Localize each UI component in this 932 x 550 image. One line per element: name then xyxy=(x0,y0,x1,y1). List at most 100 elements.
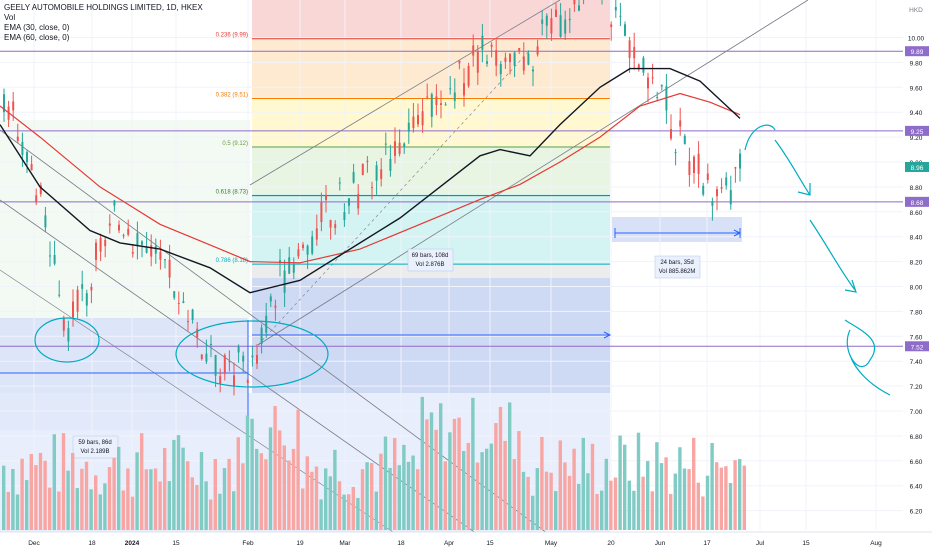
candle-body xyxy=(407,122,410,132)
candle-body xyxy=(518,47,521,51)
fib-label: 0.236 (9.99) xyxy=(216,33,248,39)
candle-body xyxy=(550,18,553,34)
volume-bar xyxy=(29,453,33,530)
volume-bar xyxy=(356,497,360,530)
candle-body xyxy=(693,156,695,173)
legend-ema30[interactable]: EMA (30, close, 0) xyxy=(4,23,70,32)
volume-bar xyxy=(190,477,194,530)
volume-bar xyxy=(526,476,530,530)
legend-symbol[interactable]: GEELY AUTOMOBILE HOLDINGS LIMITED, 1D, H… xyxy=(4,3,203,12)
candle-body xyxy=(559,15,562,37)
volume-bar xyxy=(498,406,503,530)
candle-body xyxy=(490,44,493,47)
candle-body xyxy=(182,301,185,303)
candle-body xyxy=(67,328,70,342)
volume-bar xyxy=(581,437,585,530)
candle-body xyxy=(159,251,162,260)
volume-bar xyxy=(144,469,148,530)
candle-body xyxy=(357,194,360,209)
volume-bar xyxy=(715,462,719,530)
x-tick-label: 2024 xyxy=(125,540,140,547)
legend-vol[interactable]: Vol xyxy=(4,13,16,22)
drawn-arrow xyxy=(774,139,811,196)
y-tick-label: 8.00 xyxy=(910,285,923,292)
x-axis: Dec 18 2024 15 Feb 19 Mar 18 Apr 15 May 20 Jun 17 Jul 1… xyxy=(0,531,932,550)
volume-bar xyxy=(462,450,466,530)
volume-bar xyxy=(420,396,424,530)
volume-bar xyxy=(425,419,429,530)
volume-bar xyxy=(282,445,286,530)
candle-body xyxy=(191,309,194,320)
candle-body xyxy=(72,301,74,318)
x-axis-bg xyxy=(0,532,932,550)
x-tick-label: Jul xyxy=(756,540,765,547)
candle-body xyxy=(76,289,79,312)
y-tick-label: 6.20 xyxy=(910,509,923,516)
volume-bar xyxy=(38,452,43,530)
volume-bar xyxy=(259,453,263,530)
candle-body xyxy=(458,60,461,64)
legend-ema60[interactable]: EMA (60, close, 0) xyxy=(4,33,70,42)
volume-bar xyxy=(535,468,539,530)
x-tick-label: 15 xyxy=(486,540,494,547)
volume-bar xyxy=(117,446,121,530)
measure-arrow-head xyxy=(603,331,612,339)
volume-bar xyxy=(241,463,245,530)
candle-body xyxy=(417,115,419,125)
candle-body xyxy=(688,161,691,175)
candle-body xyxy=(131,252,134,254)
candle-body xyxy=(302,244,304,248)
volume-bar xyxy=(618,435,622,530)
candle-body xyxy=(288,257,291,274)
candle-body xyxy=(633,47,636,59)
volume-bar xyxy=(268,427,273,530)
candle-body xyxy=(674,152,677,154)
volume-bar xyxy=(314,466,319,530)
volume-bar xyxy=(149,469,153,530)
candle-body xyxy=(338,182,341,184)
volume-bar xyxy=(705,475,710,530)
volume-bar xyxy=(135,452,139,530)
candle-body xyxy=(12,101,15,111)
volume-bar xyxy=(673,473,677,530)
volume-bar xyxy=(172,439,176,530)
candle-body xyxy=(527,53,530,65)
fib-band-3 xyxy=(252,146,610,194)
candle-body xyxy=(279,260,281,263)
y-tick-label: 9.20 xyxy=(910,135,923,142)
candle-body xyxy=(81,284,84,289)
candle-body xyxy=(196,328,199,338)
volume-bar xyxy=(738,458,742,530)
volume-bar xyxy=(218,493,222,530)
volume-bar xyxy=(604,458,608,530)
candle-body xyxy=(325,194,327,200)
y-tick-label: 7.00 xyxy=(910,409,923,416)
candle-body xyxy=(168,259,171,278)
volume-bar xyxy=(517,431,521,530)
volume-bar xyxy=(733,460,737,530)
y-tick-label: 6.80 xyxy=(910,434,923,441)
candle-body xyxy=(375,165,378,181)
level-tag-bg xyxy=(905,196,929,207)
volume-bar xyxy=(163,447,167,530)
measure-label-2-line2: Vol 2.876B xyxy=(415,262,444,268)
candle-body xyxy=(320,202,323,223)
fib-band-1 xyxy=(252,37,610,97)
candle-body xyxy=(21,141,24,155)
candle-body xyxy=(265,315,268,333)
up-channel-mid xyxy=(257,49,531,346)
candle-body xyxy=(26,151,28,163)
volume-bar xyxy=(393,437,397,530)
volume-bar xyxy=(365,462,369,530)
volume-bar xyxy=(678,447,682,530)
volume-bar xyxy=(370,463,374,530)
volume-bar xyxy=(632,490,636,530)
circle-annotation xyxy=(175,320,329,388)
candle-body xyxy=(472,45,475,56)
x-tick-label: 18 xyxy=(397,540,405,547)
measure-tools: 59 bars, 86d Vol 2.189B 69 bars, 108d Vol 2… xyxy=(0,228,742,459)
candle-body xyxy=(343,211,346,221)
circle-annotation xyxy=(34,317,100,363)
candle-body xyxy=(463,83,465,96)
